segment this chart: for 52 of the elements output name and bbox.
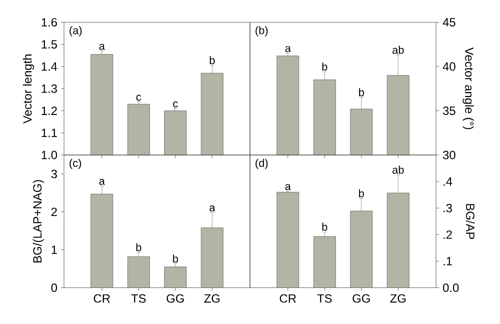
x-tick-label: TS [131,294,146,303]
x-tick-label: CR [280,294,296,303]
annotation: b [210,56,215,64]
x-tick-label: ZG [390,294,406,303]
annotation: (b) [256,26,268,36]
annotation: b [359,88,364,96]
y-tick-label: 1.4 [42,62,58,71]
x-tick-label: GG [352,294,370,303]
x-tick-label: GG [166,294,184,303]
annotation: b [136,243,142,252]
annotation: c [173,101,178,108]
x-tick-label: TS [317,294,332,303]
y-tick-label: 1.0 [42,150,58,160]
y-axis-title: BG/AP [466,204,475,239]
y-tick-label: .4 [444,177,452,186]
y-tick-label: 1.6 [42,18,57,27]
annotation: a [99,44,105,50]
annotation: a [285,184,291,190]
y-axis-title: BG/(LAP+NAG) [32,180,44,262]
y-tick-label: 0 [51,283,58,292]
annotation: ab [392,46,404,54]
annotation: (a) [70,26,82,36]
y-tick-label: 1.5 [42,40,57,49]
annotation: ab [392,166,404,174]
annotation: b [322,62,328,71]
x-tick-label: CR [94,294,110,303]
y-tick-label: 45 [442,18,456,26]
y-tick-label: 2 [51,208,57,216]
y-tick-label: 1.2 [42,106,57,115]
annotation: (c) [70,158,82,170]
y-tick-label: 1.3 [42,84,57,93]
y-tick-label: .2 [444,230,452,239]
annotation: c [136,94,142,101]
y-tick-label: .1 [444,257,452,266]
x-tick-label: ZG [204,294,220,303]
y-tick-label: .3 [444,204,452,212]
annotation: a [285,46,291,52]
y-tick-label: 3 [51,170,57,178]
y-tick-label: 1 [52,246,57,254]
annotation: (d) [256,158,268,170]
y-tick-label: 0.0 [442,283,459,292]
annotation: b [322,222,328,231]
annotation: a [99,178,105,185]
annotation: b [359,189,364,198]
y-tick-label: 40 [442,62,456,71]
y-tick-label: 30 [442,150,456,160]
y-axis-title: Vector angle (°) [462,47,474,130]
annotation: a [210,205,216,212]
annotation: b [173,254,178,263]
y-tick-label: 35 [442,106,456,115]
y-axis-title: Vector length [22,54,34,124]
y-tick-label: 1.1 [42,128,57,137]
